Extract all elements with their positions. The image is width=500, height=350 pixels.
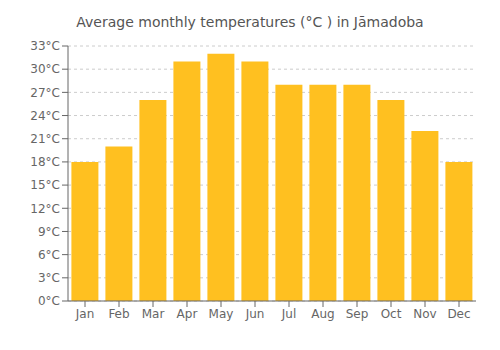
svg-text:24°C: 24°C — [30, 109, 60, 123]
svg-text:18°C: 18°C — [30, 155, 60, 169]
svg-text:May: May — [209, 307, 234, 321]
svg-text:Mar: Mar — [142, 307, 165, 321]
svg-text:9°C: 9°C — [38, 225, 60, 239]
svg-text:6°C: 6°C — [38, 248, 60, 262]
svg-text:21°C: 21°C — [30, 132, 60, 146]
svg-text:33°C: 33°C — [30, 39, 60, 53]
svg-text:Apr: Apr — [177, 307, 198, 321]
svg-text:Nov: Nov — [413, 307, 436, 321]
svg-text:Dec: Dec — [447, 307, 470, 321]
svg-text:12°C: 12°C — [30, 202, 60, 216]
svg-text:Oct: Oct — [381, 307, 402, 321]
svg-text:Aug: Aug — [311, 307, 334, 321]
svg-text:Sep: Sep — [346, 307, 369, 321]
svg-text:3°C: 3°C — [38, 271, 60, 285]
svg-text:15°C: 15°C — [30, 178, 60, 192]
html-text:Average monthly temperatures (: Average monthly temperatures (°C ) in Jā… — [76, 14, 424, 30]
svg-text:Jun: Jun — [245, 307, 265, 321]
svg-text:Jul: Jul — [281, 307, 296, 321]
svg-text:0°C: 0°C — [38, 294, 60, 308]
svg-text:Jan: Jan — [75, 307, 95, 321]
svg-text:30°C: 30°C — [30, 62, 60, 76]
svg-text:27°C: 27°C — [30, 86, 60, 100]
svg-text:Feb: Feb — [108, 307, 129, 321]
